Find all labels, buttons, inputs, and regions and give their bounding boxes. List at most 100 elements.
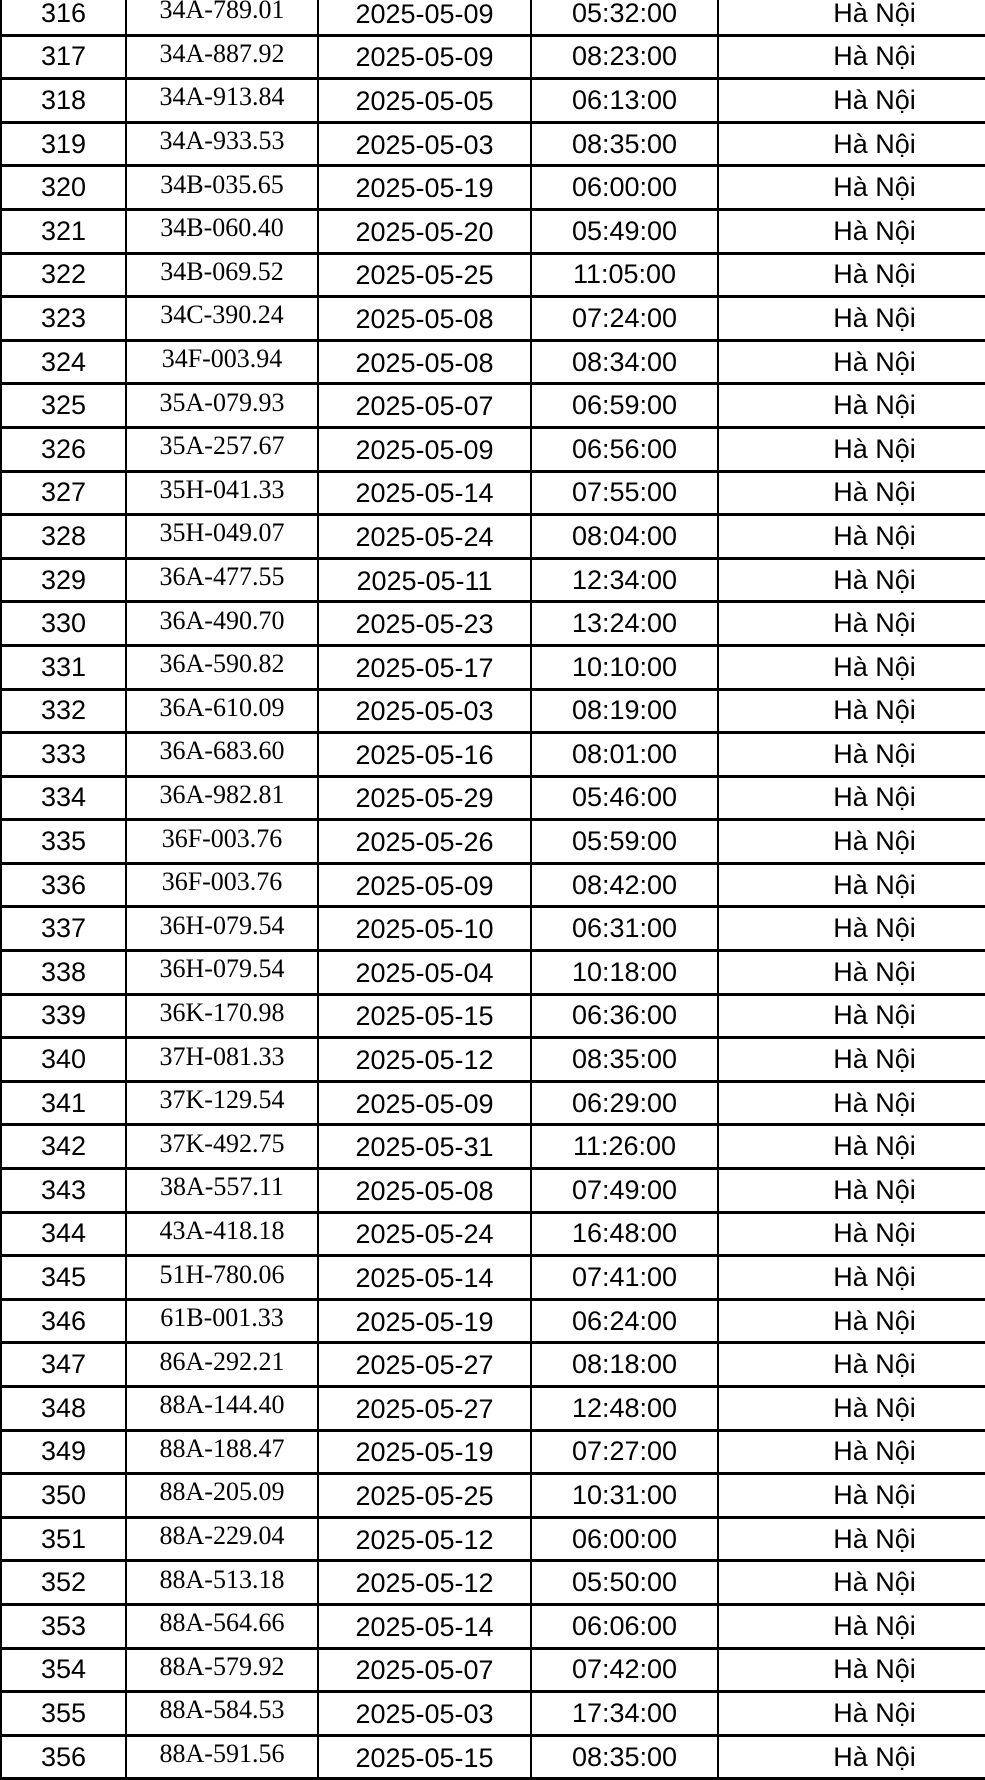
cell-row-number: 316 <box>0 0 127 37</box>
table-row: 354 88A-579.92 2025-05-07 07:42:00 Hà Nộ… <box>0 1646 985 1694</box>
cell-location: Hà Nội <box>717 513 985 560</box>
cell-license-plate: 34A-913.84 <box>125 77 319 124</box>
cell-license-plate: 36A-490.70 <box>125 600 319 647</box>
cell-row-number: 326 <box>0 425 127 473</box>
cell-location: Hà Nội <box>717 992 985 1040</box>
cell-location: Hà Nội <box>717 818 985 865</box>
cell-location: Hà Nội <box>717 1472 985 1519</box>
table-row: 356 88A-591.56 2025-05-15 08:35:00 Hà Nộ… <box>0 1733 985 1780</box>
cell-location: Hà Nội <box>717 774 985 822</box>
cell-location: Hà Nội <box>717 731 985 778</box>
cell-time: 06:24:00 <box>530 1297 719 1345</box>
cell-license-plate: 88A-513.18 <box>125 1559 319 1606</box>
cell-row-number: 341 <box>0 1079 127 1127</box>
cell-date: 2025-05-12 <box>317 1036 532 1083</box>
table-row: 328 35H-049.07 2025-05-24 08:04:00 Hà Nộ… <box>0 513 985 560</box>
cell-time: 11:26:00 <box>530 1123 719 1171</box>
cell-license-plate: 36A-683.60 <box>125 731 319 778</box>
cell-date: 2025-05-25 <box>317 251 532 299</box>
cell-date: 2025-05-09 <box>317 33 532 81</box>
cell-license-plate: 36H-079.54 <box>125 905 319 953</box>
table-row: 332 36A-610.09 2025-05-03 08:19:00 Hà Nộ… <box>0 687 985 735</box>
table-row: 324 34F-003.94 2025-05-08 08:34:00 Hà Nộ… <box>0 338 985 386</box>
cell-time: 12:34:00 <box>530 556 719 604</box>
cell-row-number: 332 <box>0 687 127 735</box>
cell-location: Hà Nội <box>717 164 985 211</box>
cell-row-number: 346 <box>0 1297 127 1345</box>
cell-time: 06:56:00 <box>530 425 719 473</box>
table-row: 342 37K-492.75 2025-05-31 11:26:00 Hà Nộ… <box>0 1123 985 1171</box>
cell-license-plate: 35H-049.07 <box>125 513 319 560</box>
table-row: 323 34C-390.24 2025-05-08 07:24:00 Hà Nộ… <box>0 295 985 342</box>
cell-time: 05:46:00 <box>530 774 719 822</box>
cell-time: 07:49:00 <box>530 1167 719 1214</box>
cell-row-number: 355 <box>0 1690 127 1737</box>
cell-license-plate: 34A-887.92 <box>125 33 319 81</box>
cell-date: 2025-05-15 <box>317 992 532 1040</box>
cell-location: Hà Nội <box>717 1297 985 1345</box>
cell-row-number: 335 <box>0 818 127 865</box>
cell-location: Hà Nội <box>717 1167 985 1214</box>
cell-row-number: 321 <box>0 207 127 255</box>
cell-time: 05:50:00 <box>530 1559 719 1606</box>
cell-time: 06:31:00 <box>530 905 719 953</box>
cell-license-plate: 37H-081.33 <box>125 1036 319 1083</box>
cell-row-number: 348 <box>0 1385 127 1432</box>
cell-time: 06:00:00 <box>530 1515 719 1563</box>
cell-row-number: 325 <box>0 382 127 429</box>
cell-date: 2025-05-12 <box>317 1515 532 1563</box>
cell-date: 2025-05-14 <box>317 469 532 517</box>
cell-date: 2025-05-05 <box>317 77 532 124</box>
cell-location: Hà Nội <box>717 1428 985 1476</box>
cell-time: 06:00:00 <box>530 164 719 211</box>
table-row: 329 36A-477.55 2025-05-11 12:34:00 Hà Nộ… <box>0 556 985 604</box>
cell-row-number: 353 <box>0 1602 127 1650</box>
cell-time: 10:31:00 <box>530 1472 719 1519</box>
cell-time: 10:18:00 <box>530 949 719 996</box>
cell-location: Hà Nội <box>717 905 985 953</box>
cell-row-number: 320 <box>0 164 127 211</box>
cell-date: 2025-05-09 <box>317 0 532 37</box>
cell-time: 13:24:00 <box>530 600 719 647</box>
cell-location: Hà Nội <box>717 556 985 604</box>
cell-date: 2025-05-03 <box>317 1690 532 1737</box>
table-row: 319 34A-933.53 2025-05-03 08:35:00 Hà Nộ… <box>0 120 985 168</box>
cell-license-plate: 88A-579.92 <box>125 1646 319 1694</box>
cell-row-number: 323 <box>0 295 127 342</box>
cell-row-number: 330 <box>0 600 127 647</box>
cell-row-number: 336 <box>0 861 127 909</box>
table-row: 335 36F-003.76 2025-05-26 05:59:00 Hà Nộ… <box>0 818 985 865</box>
cell-date: 2025-05-14 <box>317 1602 532 1650</box>
cell-time: 08:23:00 <box>530 33 719 81</box>
cell-license-plate: 34A-933.53 <box>125 120 319 168</box>
cell-location: Hà Nội <box>717 33 985 81</box>
cell-license-plate: 35A-257.67 <box>125 425 319 473</box>
cell-license-plate: 36F-003.76 <box>125 861 319 909</box>
cell-date: 2025-05-27 <box>317 1385 532 1432</box>
cell-time: 08:19:00 <box>530 687 719 735</box>
cell-date: 2025-05-19 <box>317 1297 532 1345</box>
cell-date: 2025-05-24 <box>317 513 532 560</box>
table-row: 350 88A-205.09 2025-05-25 10:31:00 Hà Nộ… <box>0 1472 985 1519</box>
cell-time: 07:42:00 <box>530 1646 719 1694</box>
cell-date: 2025-05-08 <box>317 338 532 386</box>
cell-row-number: 337 <box>0 905 127 953</box>
cell-license-plate: 38A-557.11 <box>125 1167 319 1214</box>
cell-row-number: 342 <box>0 1123 127 1171</box>
cell-date: 2025-05-24 <box>317 1210 532 1258</box>
cell-row-number: 356 <box>0 1733 127 1780</box>
cell-date: 2025-05-25 <box>317 1472 532 1519</box>
table-row: 340 37H-081.33 2025-05-12 08:35:00 Hà Nộ… <box>0 1036 985 1083</box>
cell-location: Hà Nội <box>717 207 985 255</box>
cell-time: 07:27:00 <box>530 1428 719 1476</box>
cell-time: 08:01:00 <box>530 731 719 778</box>
cell-time: 07:24:00 <box>530 295 719 342</box>
cell-date: 2025-05-09 <box>317 861 532 909</box>
cell-license-plate: 35H-041.33 <box>125 469 319 517</box>
cell-location: Hà Nội <box>717 861 985 909</box>
table-row: 341 37K-129.54 2025-05-09 06:29:00 Hà Nộ… <box>0 1079 985 1127</box>
cell-row-number: 324 <box>0 338 127 386</box>
cell-location: Hà Nội <box>717 1254 985 1301</box>
table-row: 333 36A-683.60 2025-05-16 08:01:00 Hà Nộ… <box>0 731 985 778</box>
